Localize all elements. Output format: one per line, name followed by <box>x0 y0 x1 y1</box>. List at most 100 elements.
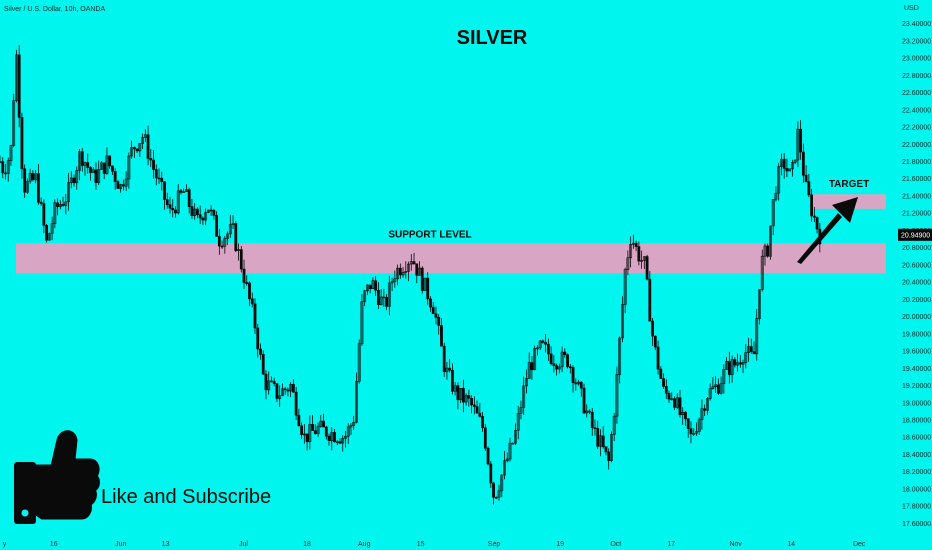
candle-body <box>758 289 761 319</box>
candle <box>64 193 68 215</box>
candle-body <box>80 151 84 166</box>
candle <box>470 395 474 414</box>
candle-body <box>692 433 696 435</box>
candle <box>530 355 534 380</box>
candle <box>12 93 16 148</box>
candle-body <box>94 169 98 184</box>
candle <box>190 198 194 219</box>
candle <box>179 189 183 195</box>
target-label: TARGET <box>829 179 869 190</box>
candle-body <box>212 210 216 216</box>
candle <box>143 129 147 142</box>
candle-body <box>105 155 109 174</box>
candle-body <box>36 173 40 203</box>
candle-body <box>297 414 301 426</box>
candle-body <box>804 174 808 182</box>
candle-body <box>398 267 402 276</box>
time-axis[interactable]: y 16 Jun 13 Jul 18 Aug 15 Sep 19 Oct 17 Nov 14 Dec <box>3 541 866 548</box>
candle <box>75 166 79 190</box>
candle-body <box>516 413 520 431</box>
candle <box>201 216 205 226</box>
candle <box>673 396 676 411</box>
candle-body <box>645 256 649 280</box>
candle <box>563 348 567 358</box>
candle-body <box>45 225 49 241</box>
candle-body <box>187 189 191 207</box>
candle <box>514 423 517 446</box>
candle-body <box>374 280 378 291</box>
candle-body <box>270 380 273 383</box>
x-tick-label: Aug <box>358 541 371 548</box>
candle <box>426 272 430 306</box>
candle <box>577 379 580 386</box>
candle-body <box>708 388 712 399</box>
candle-body <box>719 383 723 394</box>
candle-body <box>248 282 251 300</box>
candle-body <box>379 296 383 305</box>
candle <box>286 387 290 397</box>
candle <box>130 140 134 159</box>
candle <box>678 390 682 418</box>
candle <box>171 199 175 218</box>
candle <box>272 377 276 387</box>
candle-body <box>659 368 663 379</box>
candle-body <box>226 233 229 239</box>
candle-body <box>785 168 789 172</box>
candle-body <box>91 169 95 173</box>
candle-body <box>352 421 356 426</box>
candle <box>623 267 627 314</box>
candle <box>398 263 402 279</box>
y-tick-label: 20.00000 <box>902 314 931 321</box>
candle <box>557 363 561 374</box>
candle-body <box>341 437 345 444</box>
candle-body <box>618 337 622 375</box>
candle-body <box>371 280 375 289</box>
x-tick-label: Dec <box>853 541 866 548</box>
candle <box>415 263 419 284</box>
candle <box>152 150 155 179</box>
candle <box>738 354 742 368</box>
candle <box>4 163 7 180</box>
candle <box>234 221 238 253</box>
subscribe-text[interactable]: Like and Subscribe <box>101 486 271 508</box>
candle <box>492 481 495 505</box>
candle <box>237 243 240 261</box>
candle-body <box>119 184 123 189</box>
thumbs-up-icon[interactable] <box>14 430 100 524</box>
candle-body <box>6 160 10 174</box>
candle-body <box>113 171 117 182</box>
candle-body <box>711 386 715 389</box>
candle <box>582 383 586 415</box>
y-tick-label: 22.60000 <box>902 90 931 97</box>
x-tick-label: Sep <box>488 541 501 548</box>
candle-body <box>275 383 279 399</box>
candle-body <box>281 388 284 396</box>
candle <box>695 422 698 436</box>
candle <box>250 292 254 308</box>
candle <box>146 125 150 166</box>
candle <box>445 362 449 380</box>
candle <box>228 214 232 238</box>
candle-body <box>511 442 515 445</box>
candle <box>20 112 24 179</box>
candle <box>56 198 59 216</box>
candle <box>560 346 564 373</box>
candle <box>319 414 323 428</box>
candle-body <box>788 168 792 172</box>
candle <box>782 153 786 179</box>
candle <box>311 414 314 431</box>
candle <box>187 187 191 214</box>
candle <box>500 474 504 498</box>
candle <box>763 243 767 266</box>
candle-body <box>193 208 197 217</box>
candle-body <box>648 278 652 322</box>
last-price-badge-bg <box>898 228 932 241</box>
candle-body <box>541 340 545 343</box>
candle-body <box>782 158 786 169</box>
candle-body <box>368 284 372 289</box>
candle-body <box>689 428 693 435</box>
candle <box>648 270 652 322</box>
candle <box>568 364 572 374</box>
price-axis[interactable]: 17.60000 17.80000 18.00000 18.20000 18.40000… <box>902 21 931 528</box>
